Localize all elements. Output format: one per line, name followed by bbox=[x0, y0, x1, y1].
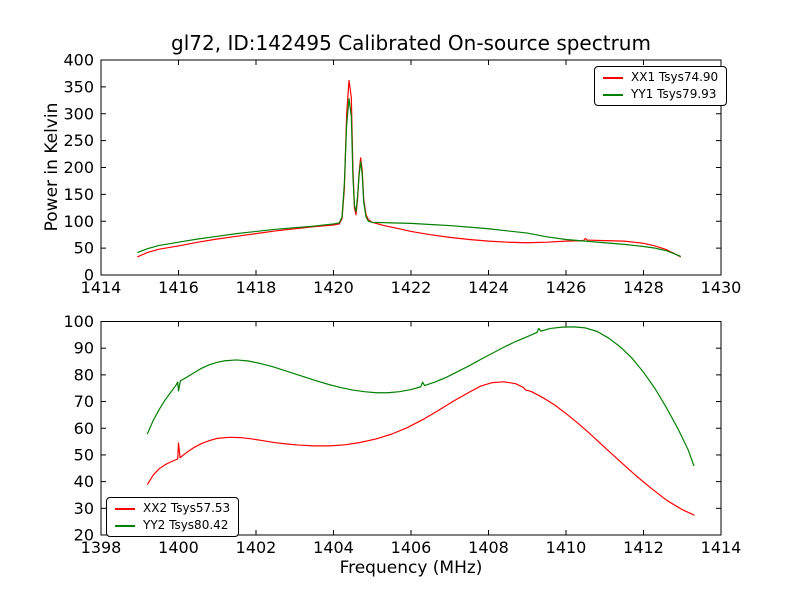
plot1-x-tick-label: 1416 bbox=[158, 278, 199, 297]
plot1-x-tick-label: 1420 bbox=[313, 278, 354, 297]
plot1-x-tick-label: 1422 bbox=[391, 278, 432, 297]
legend-entry-yy2: YY2 Tsys80.42 bbox=[115, 519, 230, 532]
series-xx2-line bbox=[146, 381, 695, 516]
plot1-frame bbox=[100, 59, 722, 276]
plot1-y-tick-label: 350 bbox=[63, 77, 94, 96]
xx2-line-swatch bbox=[115, 507, 135, 510]
legend-label-yy1: YY1 Tsys79.93 bbox=[631, 87, 717, 101]
plot1-y-tick-label: 50 bbox=[74, 239, 94, 258]
yy1-line-swatch bbox=[603, 93, 623, 96]
legend-entry-xx1: XX1 Tsys74.90 bbox=[603, 71, 718, 84]
plot1-x-tick-label: 1424 bbox=[468, 278, 509, 297]
legend-entry-xx2: XX2 Tsys57.53 bbox=[115, 502, 230, 515]
plot2-x-tick-label: 1406 bbox=[391, 538, 432, 557]
plot2-y-tick-label: 70 bbox=[74, 392, 94, 411]
plot2-x-tick-label: 1412 bbox=[623, 538, 664, 557]
plot1-y-tick-label: 300 bbox=[63, 104, 94, 123]
plot2-y-tick-label: 80 bbox=[74, 365, 94, 384]
top-legend: XX1 Tsys74.90 YY1 Tsys79.93 bbox=[594, 66, 728, 106]
plot2-y-tick-label: 90 bbox=[74, 339, 94, 358]
legend-label-xx1: XX1 Tsys74.90 bbox=[631, 70, 719, 84]
plot2-y-tick-label: 40 bbox=[74, 472, 94, 491]
plot1-y-tick-label: 150 bbox=[63, 185, 94, 204]
legend-entry-yy1: YY1 Tsys79.93 bbox=[603, 88, 718, 101]
plot1-y-tick-label: 200 bbox=[63, 158, 94, 177]
xx1-line-swatch bbox=[603, 76, 623, 79]
plot1-x-tick-label: 1418 bbox=[236, 278, 277, 297]
yy2-line-swatch bbox=[115, 524, 135, 527]
legend-label-yy2: YY2 Tsys80.42 bbox=[143, 518, 229, 532]
plot2-x-tick-label: 1404 bbox=[313, 538, 354, 557]
plot1-y-tick-label: 400 bbox=[63, 51, 94, 70]
plot1-x-tick-label: 1414 bbox=[81, 278, 122, 297]
plot2-x-tick-label: 1398 bbox=[81, 538, 122, 557]
bottom-legend: XX2 Tsys57.53 YY2 Tsys80.42 bbox=[106, 497, 240, 537]
plot1-y-tick-label: 100 bbox=[63, 212, 94, 231]
plot1-x-tick-label: 1428 bbox=[623, 278, 664, 297]
plot2-y-tick-label: 20 bbox=[74, 526, 94, 545]
series-xx1-line bbox=[137, 79, 681, 258]
plot2-x-tick-label: 1400 bbox=[158, 538, 199, 557]
plot2-x-tick-label: 1402 bbox=[236, 538, 277, 557]
plot1-x-tick-label: 1426 bbox=[546, 278, 587, 297]
plot2-y-tick-label: 50 bbox=[74, 445, 94, 464]
plot1-y-tick-label: 250 bbox=[63, 131, 94, 150]
figure-title: gl72, ID:142495 Calibrated On-source spe… bbox=[171, 31, 651, 55]
plot2-y-tick-label: 60 bbox=[74, 419, 94, 438]
plot2-x-tick-label: 1410 bbox=[546, 538, 587, 557]
plot2-y-tick-label: 30 bbox=[74, 499, 94, 518]
series-yy1-line bbox=[137, 98, 681, 257]
plot2-x-tick-label: 1408 bbox=[468, 538, 509, 557]
legend-label-xx2: XX2 Tsys57.53 bbox=[143, 501, 231, 515]
bottom-plot-xlabel: Frequency (MHz) bbox=[339, 558, 483, 578]
plot2-frame bbox=[100, 321, 722, 536]
plot2-y-tick-label: 100 bbox=[63, 312, 94, 331]
plot1-x-tick-label: 1430 bbox=[701, 278, 742, 297]
series-yy2-line bbox=[146, 326, 695, 467]
plot2-x-tick-label: 1414 bbox=[701, 538, 742, 557]
plot1-y-tick-label: 0 bbox=[84, 266, 94, 285]
